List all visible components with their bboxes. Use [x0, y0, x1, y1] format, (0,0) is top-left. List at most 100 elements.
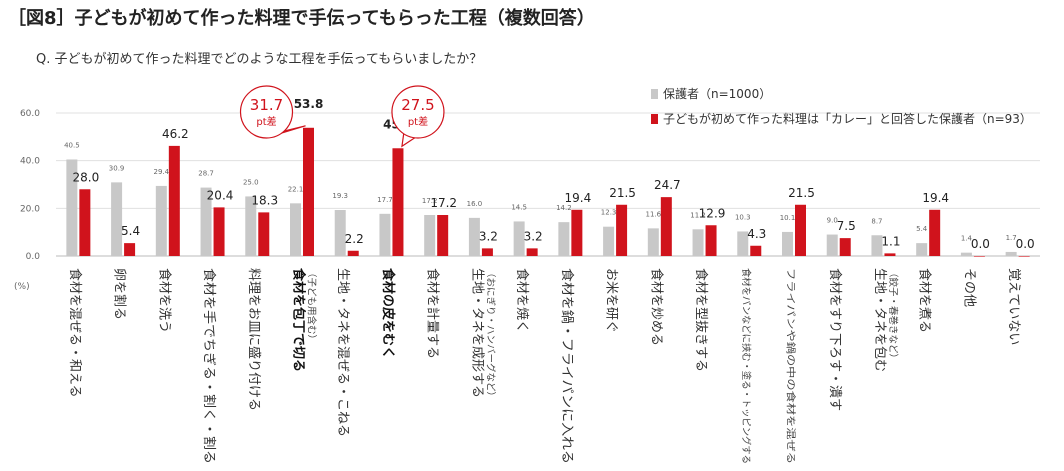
category-label: 食材を手でちぎる・割く・割る [201, 268, 217, 464]
bar-curry [571, 209, 583, 256]
category-sublabel: （子ども用含む） [306, 268, 318, 344]
bar-curry [168, 145, 180, 256]
value-label-guardian: 10.3 [735, 213, 751, 221]
callout-unit: pt差 [256, 115, 276, 128]
category-label: 生地・タネを包む [872, 268, 887, 372]
category-sublabel: （おにぎり・ハンバーグなど） [484, 268, 496, 401]
y-tick-label: 40.0 [20, 157, 40, 167]
category-label: 食材をすり下ろす・潰す [827, 268, 843, 411]
bar-guardian [155, 185, 167, 256]
value-label-guardian: 5.4 [916, 225, 928, 233]
value-label-curry: 24.7 [654, 178, 681, 192]
value-label-guardian: 12.3 [601, 209, 617, 217]
bar-guardian [468, 217, 480, 256]
bar-curry [1018, 256, 1030, 257]
value-label-guardian: 11.6 [646, 210, 662, 218]
value-label-curry: 53.8 [294, 97, 324, 111]
bar-guardian [66, 159, 78, 256]
bar-curry [660, 197, 672, 256]
callout-value: 27.5 [401, 96, 434, 114]
value-label-guardian: 11.2 [690, 211, 706, 219]
y-axis-label: (%) [14, 282, 30, 292]
value-label-curry: 2.2 [345, 232, 364, 246]
bar-curry [750, 245, 762, 256]
callout-bubble [391, 85, 445, 139]
bar-curry [481, 248, 493, 256]
category-label: お米を研ぐ [604, 268, 619, 333]
bar-curry [347, 250, 359, 256]
value-label-curry: 17.2 [430, 196, 457, 210]
category-sublabel: 食材をパンなどに挟む・塗る・トッピングする [740, 268, 752, 464]
value-label-curry: 19.4 [565, 191, 592, 205]
value-label-guardian: 17.7 [377, 196, 393, 204]
category-label: 食材を焼く [514, 268, 530, 333]
bar-guardian [692, 229, 704, 256]
category-label: 食材を炒める [648, 268, 664, 346]
value-label-guardian: 16.0 [467, 200, 483, 208]
bar-curry [616, 204, 628, 256]
bar-guardian [782, 231, 793, 256]
category-label: 食材を煮る [917, 268, 933, 333]
category-label: 食材の皮をむく [380, 268, 396, 359]
category-sublabel: （餃子・春巻きなど） [887, 268, 899, 363]
legend-label-curry: 子どもが初めて作った料理は「カレー」と回答した保護者（n=93） [663, 111, 1032, 126]
bar-guardian [513, 221, 525, 256]
bar-curry [884, 253, 896, 256]
value-label-guardian: 14.2 [556, 204, 572, 212]
category-label: 覚えていない [1006, 268, 1021, 345]
category-sublabel: フライパンや鍋の中の食材を混ぜる [785, 268, 797, 464]
value-label-guardian: 22.1 [288, 185, 304, 193]
category-label: 料理をお皿に盛り付ける [246, 268, 261, 411]
value-label-curry: 0.0 [1016, 237, 1035, 251]
bar-curry [79, 189, 91, 256]
value-label-curry: 28.0 [73, 170, 100, 184]
value-label-guardian: 1.4 [961, 235, 973, 243]
bar-guardian [960, 252, 972, 256]
category-label: 生地・タネを混ぜる・こねる [335, 268, 350, 437]
bar-curry [973, 256, 985, 257]
bar-curry [839, 238, 851, 256]
bar-curry [124, 243, 136, 256]
category-label: 卵を割る [112, 268, 128, 320]
bar-guardian [871, 235, 883, 256]
category-label: 食材を型抜きする [693, 268, 709, 372]
value-label-guardian: 25.0 [243, 178, 259, 186]
bar-guardian [737, 231, 749, 256]
value-label-curry: 46.2 [162, 127, 189, 141]
value-label-curry: 20.4 [207, 188, 234, 202]
y-tick-label: 60.0 [20, 109, 40, 119]
value-label-guardian: 29.4 [154, 168, 170, 176]
category-label: その他 [961, 268, 976, 307]
category-label: 生地・タネを成形する [469, 268, 484, 398]
category-label: 食材を包丁で切る [291, 268, 307, 372]
callout-bubble [239, 85, 294, 139]
value-label-curry: 5.4 [121, 224, 140, 238]
bar-guardian [111, 182, 123, 256]
value-label-guardian: 19.3 [332, 192, 348, 200]
value-label-curry: 7.5 [837, 219, 856, 233]
value-label-guardian: 14.5 [511, 203, 527, 211]
bar-curry [526, 248, 538, 256]
value-label-curry: 3.2 [479, 229, 498, 243]
value-label-curry: 19.4 [922, 191, 949, 205]
value-label-curry: 3.2 [524, 229, 543, 243]
bar-guardian [826, 234, 838, 256]
value-label-curry: 18.3 [251, 193, 278, 207]
legend-label-guardian: 保護者（n=1000） [663, 86, 771, 101]
bar-guardian [379, 213, 391, 256]
bar-curry [437, 215, 449, 256]
category-label: 食材を混ぜる・和える [67, 268, 83, 398]
bar-guardian [334, 210, 346, 256]
bar-curry [929, 209, 941, 256]
y-tick-label: 20.0 [20, 204, 40, 214]
value-label-curry: 21.5 [788, 186, 815, 200]
bar-guardian [245, 196, 257, 256]
bar-curry [258, 212, 270, 256]
y-tick-label: 0.0 [26, 252, 41, 262]
bar-curry [303, 127, 314, 256]
value-label-curry: 21.5 [609, 186, 636, 200]
chart-title: ［図8］子どもが初めて作った料理で手伝ってもらった工程（複数回答） [8, 8, 595, 29]
value-label-curry: 12.9 [699, 206, 726, 220]
legend-swatch-guardian [651, 89, 658, 99]
